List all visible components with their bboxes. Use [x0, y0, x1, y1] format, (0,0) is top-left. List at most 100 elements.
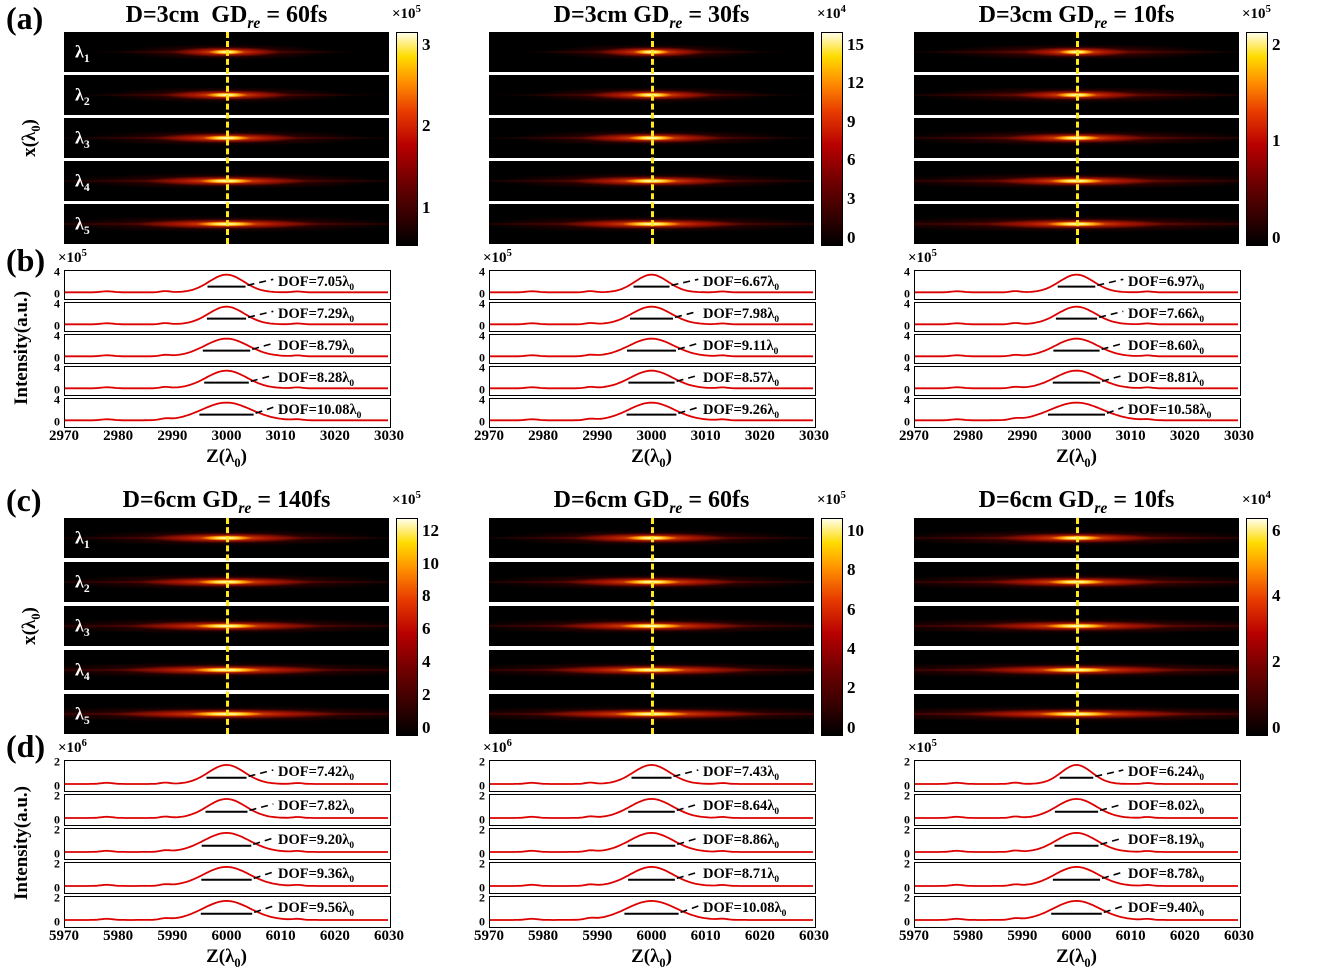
x-tick-label: 3010 — [265, 428, 296, 444]
y-tick-label: 0 — [479, 880, 485, 895]
x-tick-label: 5970 — [899, 928, 929, 944]
intensity-curve-path — [490, 369, 813, 390]
y-tick-label: 0 — [54, 318, 60, 333]
y-tick-label: 4 — [904, 296, 910, 311]
y-axis-label-d: Intensity(a.u.) — [11, 786, 33, 900]
colorbar-tick-label: 3 — [847, 189, 856, 209]
line-subplot: DOF=6.24λ0 — [914, 760, 1241, 792]
row-label: λ2 — [75, 572, 90, 595]
y-scale-text-sup: 6 — [81, 738, 87, 749]
colorbar-scale-text-sup: 4 — [1265, 490, 1271, 501]
intensity-curve-path — [915, 337, 1238, 358]
dof-annotation: DOF=8.02λ0 — [1128, 798, 1204, 817]
y-tick-label: 0 — [479, 318, 485, 333]
column-title: D=6cm GDre = 140fs — [64, 487, 389, 516]
x-tick-label: 6030 — [374, 928, 404, 944]
y-tick-label: 4 — [54, 392, 60, 407]
dof-annotation-text-sub: 0 — [774, 806, 780, 817]
row-label-text-sub: 5 — [83, 224, 90, 238]
line-subplot: DOF=7.43λ0 — [489, 760, 816, 792]
row-label-text-sub: 5 — [83, 714, 90, 728]
row-label: λ1 — [75, 42, 90, 66]
row-label-text-sub: 1 — [83, 52, 90, 66]
x-tick-label: 6020 — [1169, 928, 1200, 944]
y-tick-label: 0 — [479, 414, 485, 429]
y-tick-label: 0 — [479, 350, 485, 365]
intensity-curve — [490, 401, 813, 422]
row-label-text-sub: 3 — [83, 138, 90, 152]
line-subplot: DOF=10.58λ0 — [914, 398, 1241, 428]
y-tick-label: 4 — [479, 296, 485, 311]
dof-annotation-text-sub: 0 — [774, 282, 780, 293]
colorbar-scale-text-pre: ×10 — [392, 492, 416, 508]
row-label: λ4 — [75, 660, 90, 683]
intensity-curve — [65, 797, 388, 819]
dof-annotation-text-pre: DOF=8.28λ — [278, 370, 350, 386]
y-tick-label: 2 — [904, 856, 910, 871]
y-tick-label: 0 — [54, 286, 60, 301]
dof-annotation: DOF=9.26λ0 — [703, 402, 779, 421]
y-tick-label: 0 — [479, 812, 485, 827]
x-axis-label: Z(λ0) — [631, 946, 672, 969]
dof-annotation-text-sub: 0 — [1206, 410, 1212, 421]
dof-annotation-text-sub: 0 — [349, 874, 355, 885]
row-label: λ5 — [75, 213, 90, 238]
dof-annotation-text-sub: 0 — [349, 908, 355, 919]
intensity-curve — [490, 305, 813, 326]
dof-annotation: DOF=8.57λ0 — [703, 370, 779, 389]
y-scale-label: ×105 — [58, 248, 87, 267]
dof-annotation-text-pre: DOF=8.64λ — [703, 798, 775, 814]
y-tick-label: 4 — [479, 328, 485, 343]
column-title-text-post: = 60fs — [682, 487, 750, 513]
colorbar-tick-label: 6 — [847, 599, 856, 619]
dof-callout-line — [1100, 837, 1124, 846]
intensity-curve — [65, 305, 388, 326]
y-tick-label: 2 — [904, 822, 910, 837]
intensity-curve-path — [915, 865, 1238, 887]
y-tick-label: 0 — [54, 414, 60, 429]
intensity-curve-path — [915, 797, 1238, 819]
x-axis-label-text-post: ) — [665, 446, 672, 467]
colorbar-tick-label: 2 — [847, 678, 856, 698]
dof-annotation-text-pre: DOF=8.78λ — [1128, 866, 1200, 882]
column-title-text-pre: D=6cm GD — [122, 487, 239, 513]
column-title-text-sub: re — [669, 499, 683, 517]
intensity-curve-path — [490, 305, 813, 326]
intensity-curve — [915, 305, 1238, 326]
intensity-curve — [490, 831, 813, 853]
dof-callout-line — [253, 905, 274, 914]
dof-annotation: DOF=8.19λ0 — [1128, 832, 1204, 851]
dof-annotation-text-pre: DOF=9.36λ — [278, 866, 350, 882]
column-title-text-sub: re — [1094, 14, 1108, 32]
intensity-curve — [915, 865, 1238, 887]
dof-annotation-text-pre: DOF=9.20λ — [278, 832, 350, 848]
colorbar-tick-label: 8 — [847, 560, 856, 580]
dof-annotation: DOF=8.64λ0 — [703, 798, 780, 817]
x-tick-label: 3010 — [1115, 428, 1146, 444]
x-tick-label: 6020 — [744, 928, 775, 944]
intensity-curve-path — [490, 797, 813, 819]
intensity-curve-path — [915, 763, 1238, 785]
line-subplot: DOF=10.08λ0 — [64, 398, 391, 428]
y-tick-label: 0 — [904, 350, 910, 365]
y-tick-label: 2 — [54, 856, 60, 871]
intensity-curve-path — [65, 305, 388, 326]
y-tick-label: 0 — [904, 286, 910, 301]
y-scale-label: ×105 — [908, 248, 937, 267]
focal-plane-line — [650, 518, 654, 734]
dof-callout-line — [677, 342, 699, 351]
intensity-curve-path — [65, 369, 388, 390]
colorbar — [821, 518, 843, 736]
column-title-text-pre: D=3cm GD — [125, 2, 248, 28]
x-tick-label: 6020 — [319, 928, 350, 944]
row-label-text-pre: λ — [75, 170, 84, 191]
y-tick-label: 0 — [904, 914, 910, 929]
row-label-text-pre: λ — [75, 213, 84, 234]
y-tick-label: 4 — [479, 360, 485, 375]
y-tick-label: 0 — [904, 778, 910, 793]
column-title: D=6cm GDre = 10fs — [914, 487, 1239, 516]
line-subplot: DOF=7.66λ0 — [914, 302, 1241, 332]
y-tick-label: 2 — [54, 754, 60, 769]
y-tick-label: 0 — [54, 350, 60, 365]
x-axis-label-text-pre: Z(λ — [631, 946, 660, 967]
